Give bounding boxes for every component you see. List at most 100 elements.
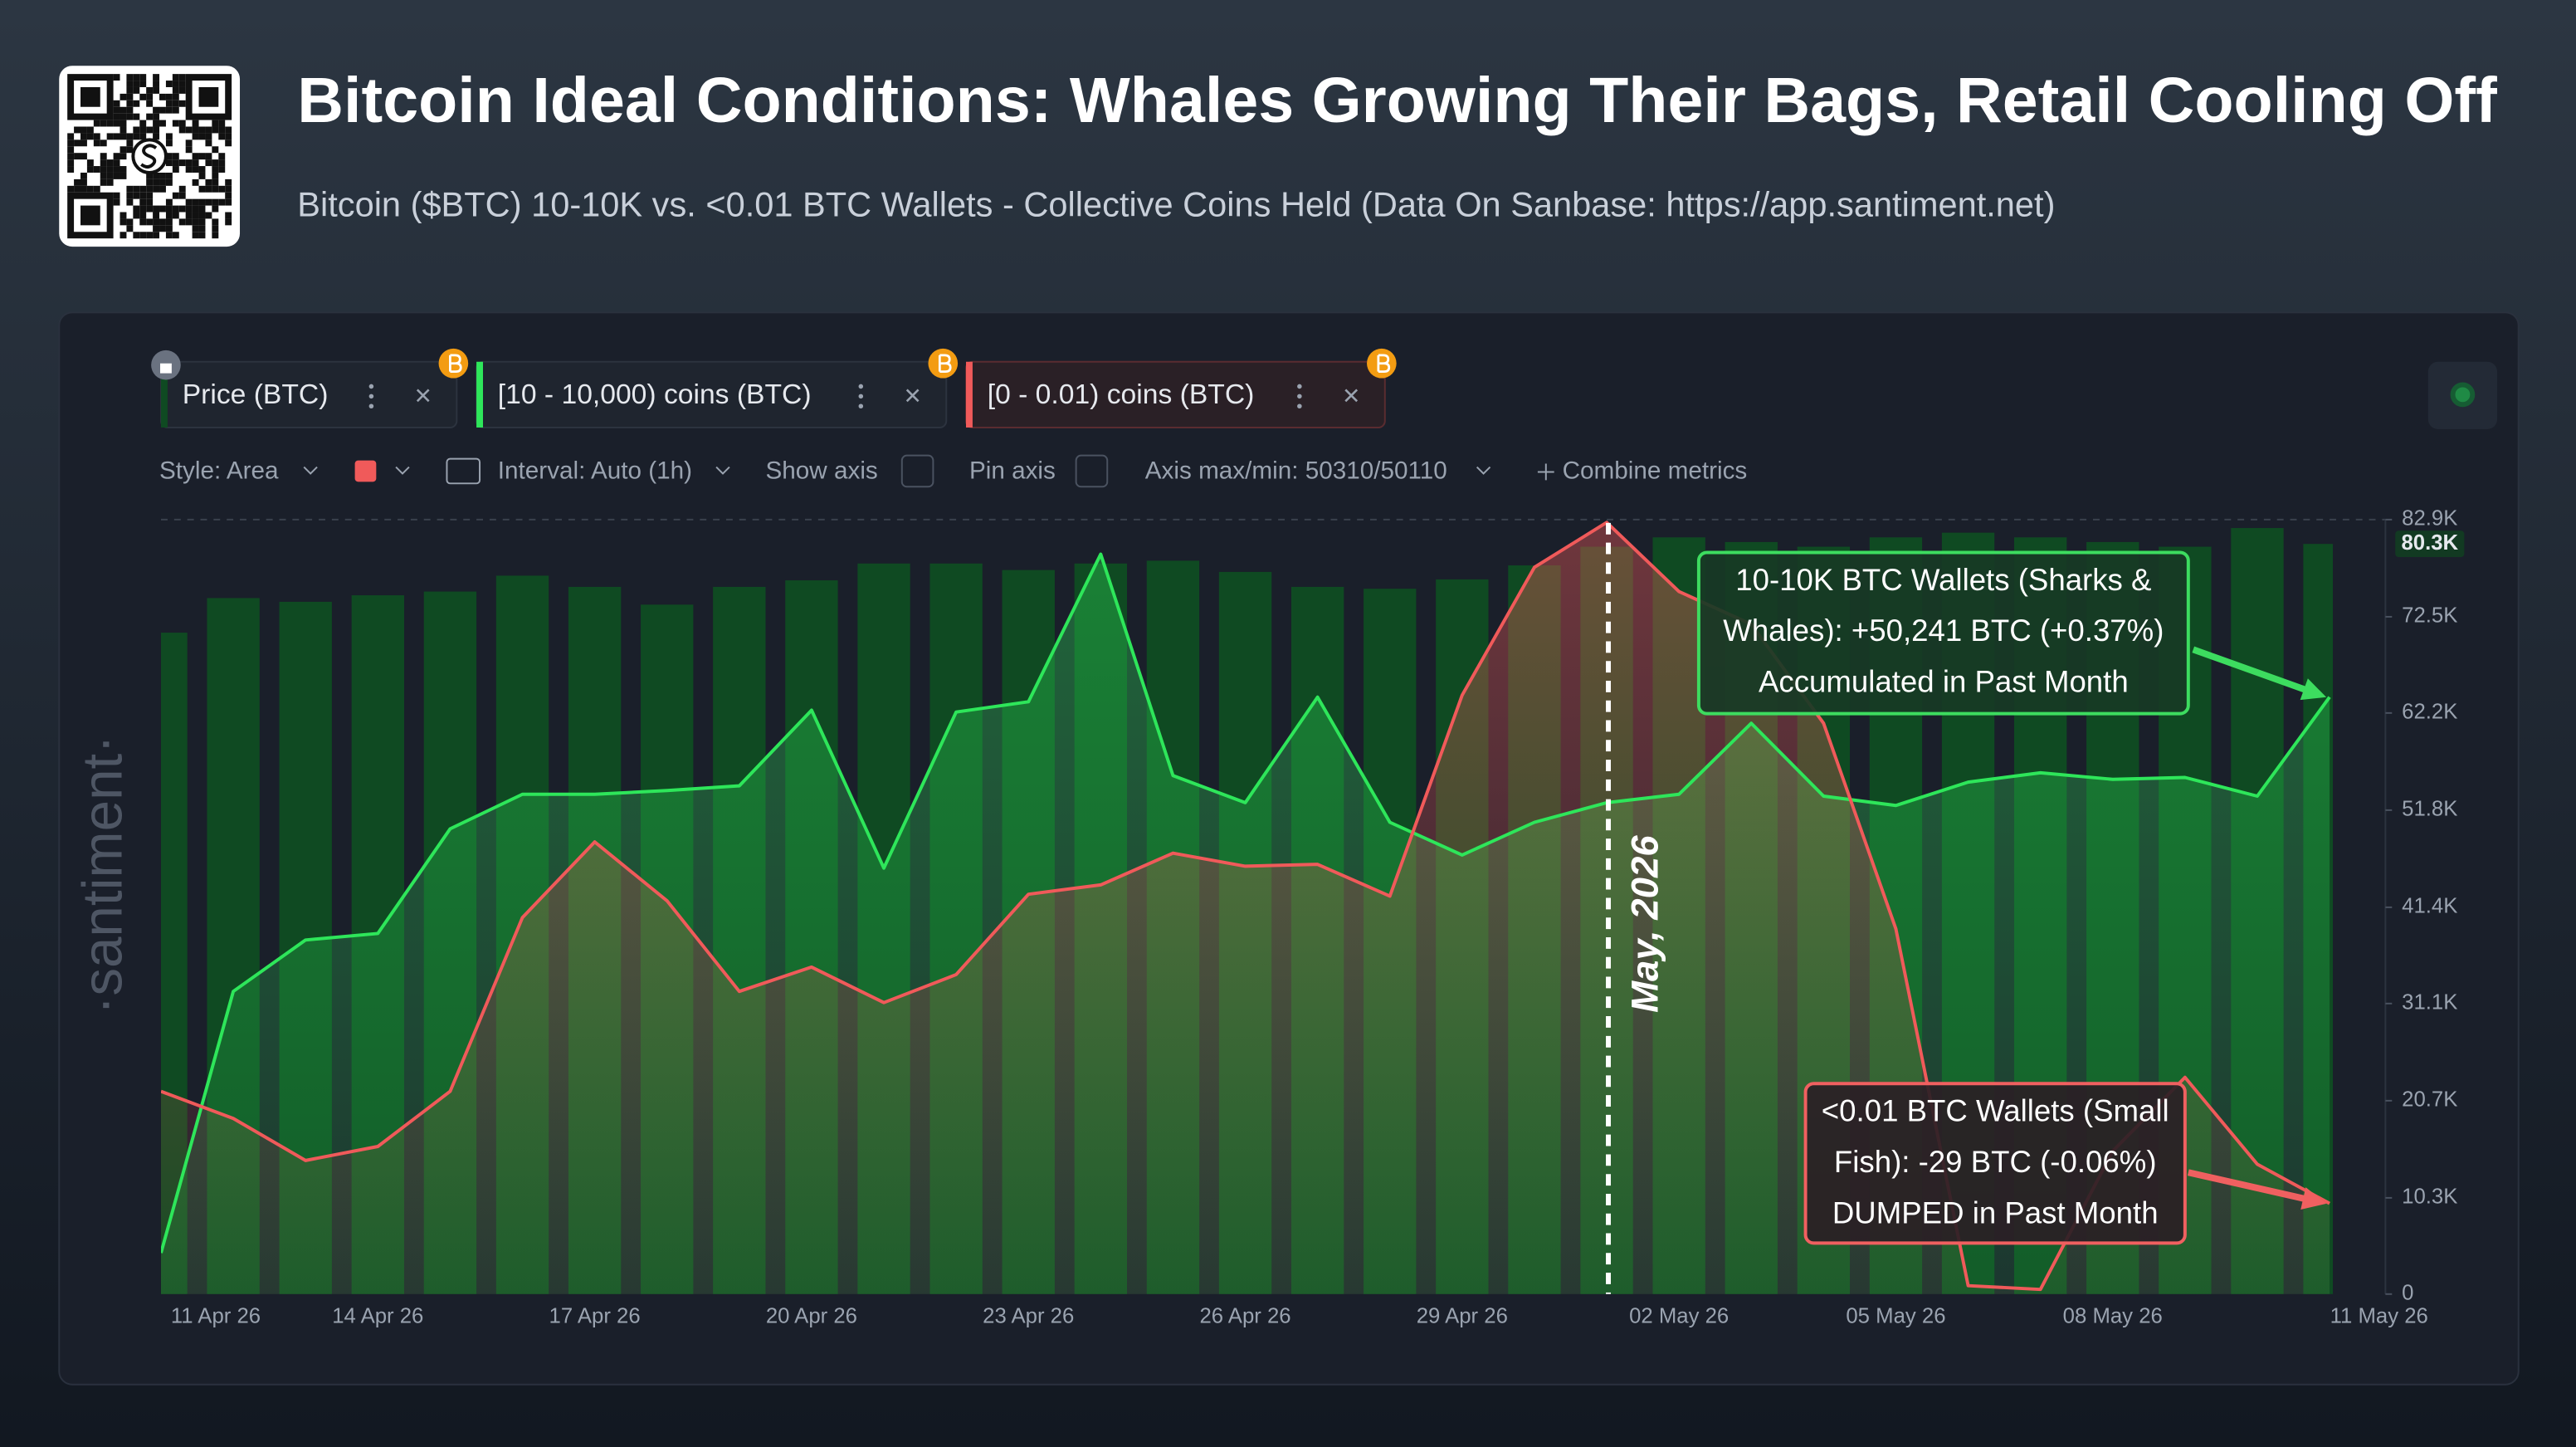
qr-module [133,81,140,87]
callout-arrow [2187,1169,2315,1205]
qr-module [172,86,179,94]
menu-dot [368,403,374,409]
close-icon[interactable] [1344,389,1359,403]
axis-range-select[interactable]: Axis max/min: 50310/50110 [1145,457,1447,484]
interval-select[interactable]: Interval: Auto (1h) [498,457,692,484]
menu-dot [858,403,864,409]
qr-module [153,113,160,120]
callout-text: Whales): +50,241 BTC (+0.37%) [1723,614,2164,648]
qr-module [159,205,166,213]
qr-module [126,86,134,94]
callout-box [1696,550,2190,716]
series-area [161,522,2330,1294]
qr-module [120,106,127,114]
qr-module [212,218,219,226]
qr-module [212,120,219,127]
qr-module [192,178,199,186]
qr-module [165,93,173,100]
qr-module [80,126,87,134]
menu-dot [368,394,374,399]
qr-module [146,178,154,186]
x-tick-label: 29 Apr 26 [1417,1304,1508,1327]
qr-module [80,178,87,186]
qr-module [86,166,94,173]
qr-module [165,100,173,107]
qr-module [159,172,166,179]
callout-arrowhead [2300,1187,2327,1210]
checkbox[interactable] [900,454,934,488]
qr-module [185,198,193,206]
series-line [161,552,2331,1254]
bitcoin-glyph [1377,354,1391,374]
qr-module [165,172,173,179]
qr-module [192,166,199,173]
qr-module [120,232,127,239]
qr-module [139,212,147,219]
qr-module [212,185,219,193]
color-swatch[interactable] [354,460,377,482]
combine-metrics[interactable]: Combine metrics [1563,457,1748,484]
annotations: May, 2026 10-10K BTC Wallets (Sharks & Wha… [1606,522,2327,1294]
x-tick-label: 26 Apr 26 [1199,1304,1290,1327]
qr-module [126,106,134,114]
qr-module [192,205,199,213]
qr-module [218,133,226,140]
qr-module [146,232,154,239]
qr-module [165,178,173,186]
qr-module [139,198,147,206]
qr-module [146,126,154,134]
qr-module [178,185,186,193]
checkbox[interactable] [1075,454,1109,488]
chevron [303,466,318,475]
qr-module [198,198,206,206]
qr-module [146,192,154,199]
qr-module [120,172,127,179]
qr-module [113,172,120,179]
qr-finder [198,86,219,107]
x-tick-label: 11 May 26 [2330,1304,2428,1327]
qr-module [159,218,166,226]
qr-module [120,146,127,154]
qr-module [120,218,127,226]
qr-module [185,166,193,173]
qr-module [198,225,206,232]
qr-module [172,81,179,87]
qr-finder [67,192,114,239]
qr-module [146,86,154,94]
qr-module [172,120,179,127]
qr-module [165,133,173,140]
qr-module [225,126,232,134]
pin-axis-label: Pin axis [969,457,1056,484]
qr-code [59,66,241,247]
x-tick-label: 05 May 26 [1846,1304,1945,1327]
qr-module [120,153,127,160]
qr-module [139,218,147,226]
close-icon[interactable] [416,389,430,403]
qr-module [67,166,75,173]
qr-module [198,153,206,160]
qr-module [100,153,107,160]
qr-module [178,126,186,134]
chevron [395,466,410,475]
qr-finder [80,205,100,226]
style-select[interactable]: Style: Area [159,457,279,484]
qr-module [106,133,114,140]
qr-module [113,100,120,107]
callout-text: 10-10K BTC Wallets (Sharks & [1735,563,2151,597]
close-icon[interactable] [905,389,920,403]
qr-module [133,74,140,81]
qr-module [178,192,186,199]
qr-module [153,185,160,193]
qr-module [120,126,127,134]
qr-module [80,139,87,147]
qr-module [74,178,80,186]
qr-module [153,232,160,239]
qr-module [153,133,160,140]
y-tick-label: 82.9K [2402,507,2457,530]
qr-module [126,139,134,147]
qr-module [106,120,114,127]
qr-module [100,139,107,147]
qr-module [146,100,154,107]
y-tick-label: 62.2K [2402,701,2457,724]
